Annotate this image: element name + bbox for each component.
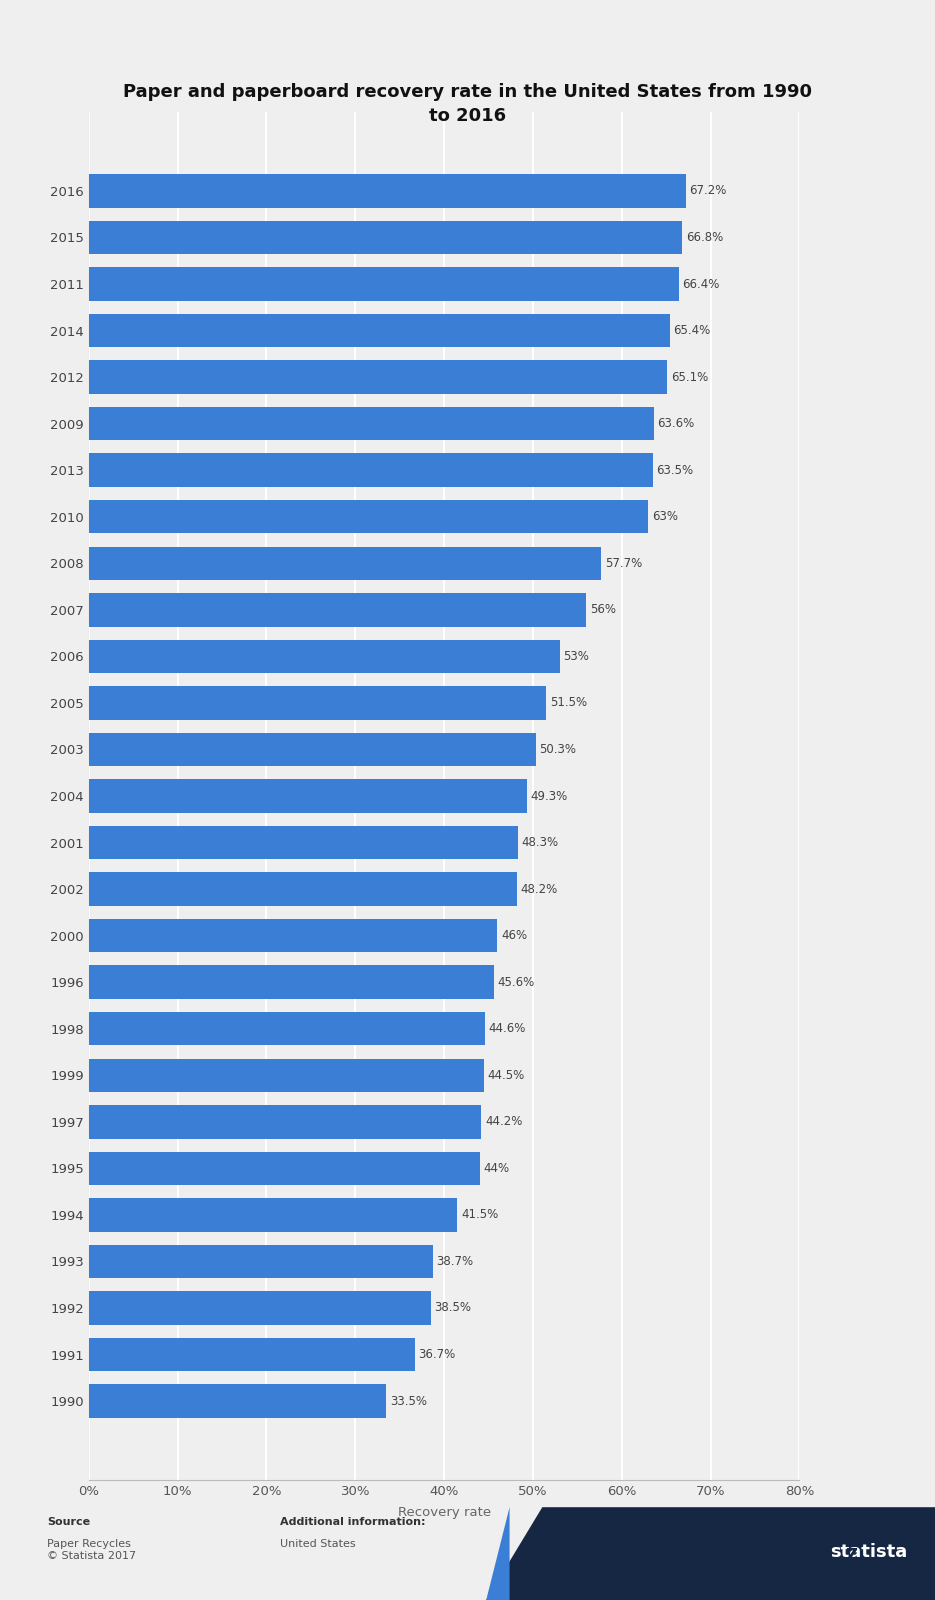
Text: 53%: 53% <box>563 650 589 662</box>
Bar <box>89 1198 457 1232</box>
Bar <box>89 1384 386 1418</box>
Text: 49.3%: 49.3% <box>530 789 568 803</box>
Bar <box>89 453 653 486</box>
Text: 33.5%: 33.5% <box>390 1395 427 1408</box>
Bar <box>89 314 669 347</box>
Bar <box>89 779 526 813</box>
Bar <box>89 499 648 533</box>
Polygon shape <box>486 1507 510 1600</box>
Text: 50.3%: 50.3% <box>539 742 576 755</box>
Text: 48.3%: 48.3% <box>522 837 558 850</box>
Text: 38.5%: 38.5% <box>435 1301 471 1315</box>
Text: 46%: 46% <box>501 930 527 942</box>
Bar <box>89 1152 480 1186</box>
Bar <box>89 686 546 720</box>
Text: 51.5%: 51.5% <box>550 696 587 709</box>
Text: 48.2%: 48.2% <box>521 883 558 896</box>
Bar <box>89 174 685 208</box>
Polygon shape <box>486 1507 935 1600</box>
Bar <box>89 406 654 440</box>
Bar <box>89 1011 485 1045</box>
Text: Source: Source <box>47 1517 90 1526</box>
Text: 63%: 63% <box>652 510 678 523</box>
Text: 67.2%: 67.2% <box>689 184 726 197</box>
Bar <box>89 640 559 674</box>
Text: 56%: 56% <box>590 603 616 616</box>
Bar <box>89 267 679 301</box>
Text: 65.1%: 65.1% <box>670 371 708 384</box>
Bar <box>89 1106 482 1139</box>
Text: Paper and paperboard recovery rate in the United States from 1990
to 2016: Paper and paperboard recovery rate in th… <box>123 83 812 125</box>
Bar <box>89 826 518 859</box>
Text: 38.7%: 38.7% <box>436 1254 473 1267</box>
Text: 44.2%: 44.2% <box>485 1115 523 1128</box>
Text: 65.4%: 65.4% <box>673 325 711 338</box>
X-axis label: Recovery rate: Recovery rate <box>397 1506 491 1518</box>
Text: Additional information:: Additional information: <box>280 1517 426 1526</box>
Bar <box>89 965 494 998</box>
Bar <box>89 1059 484 1093</box>
Bar <box>89 918 497 952</box>
Text: Z: Z <box>845 1547 856 1565</box>
Bar <box>89 1245 433 1278</box>
Bar <box>89 221 683 254</box>
Text: 66.4%: 66.4% <box>683 277 720 291</box>
Text: 36.7%: 36.7% <box>418 1349 455 1362</box>
Text: 57.7%: 57.7% <box>605 557 642 570</box>
Text: 44%: 44% <box>483 1162 510 1174</box>
Bar <box>89 360 667 394</box>
Bar <box>89 547 601 581</box>
Text: United States: United States <box>280 1539 356 1549</box>
Text: 45.6%: 45.6% <box>497 976 535 989</box>
Text: 63.6%: 63.6% <box>657 418 695 430</box>
Text: statista: statista <box>829 1542 907 1560</box>
Text: 41.5%: 41.5% <box>461 1208 498 1221</box>
Bar <box>89 1291 431 1325</box>
Text: 44.6%: 44.6% <box>488 1022 525 1035</box>
Text: 63.5%: 63.5% <box>656 464 694 477</box>
Text: Paper Recycles
© Statista 2017: Paper Recycles © Statista 2017 <box>47 1539 136 1562</box>
Bar <box>89 872 517 906</box>
Text: 44.5%: 44.5% <box>488 1069 525 1082</box>
Text: 66.8%: 66.8% <box>685 230 723 243</box>
Bar <box>89 1338 415 1371</box>
Bar <box>89 733 536 766</box>
Bar <box>89 594 586 627</box>
